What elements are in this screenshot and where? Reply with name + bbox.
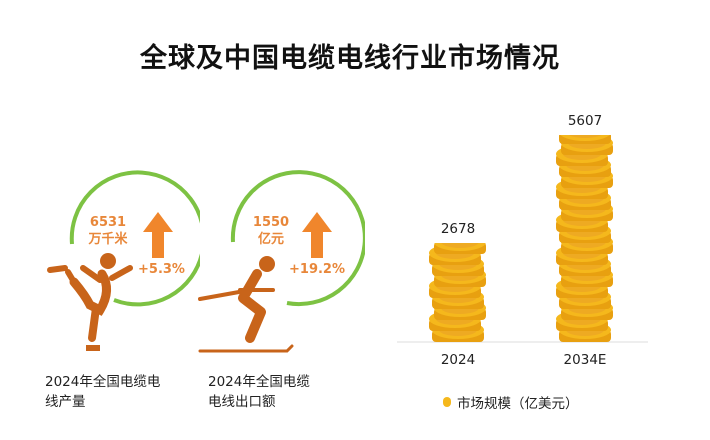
stat-1-value: 6531 万千米 (82, 214, 134, 248)
skier-icon (198, 256, 294, 353)
stat-1-caption: 2024年全国电缆电 线产量 (45, 372, 160, 412)
figure-skater-icon (47, 253, 133, 351)
up-arrow-icon (302, 212, 332, 258)
stat-1-unit: 万千米 (88, 232, 128, 247)
x-tick-label: 2024 (440, 352, 476, 368)
up-arrow-icon (143, 212, 173, 258)
green-arc-decoration (230, 170, 365, 307)
stat-1-graphic (47, 170, 200, 351)
chart-legend: 市场规模（亿美元） (443, 392, 579, 412)
legend-coin-icon (443, 397, 451, 407)
stat-1-caption-line1: 2024年全国电缆电 (45, 374, 161, 390)
stat-2-change: +19.2% (289, 262, 345, 277)
stat-2-unit: 亿元 (257, 232, 284, 247)
stat-1-caption-line2: 线产量 (45, 394, 86, 410)
stat-2-graphic (198, 170, 365, 353)
stat-2-number: 1550 (252, 215, 290, 230)
legend-label: 市场规模（亿美元） (457, 396, 579, 412)
bar-2024 (429, 243, 486, 342)
stat-1-change: +5.3% (138, 262, 185, 277)
bar-2034E (556, 135, 613, 342)
page-title: 全球及中国电缆电线行业市场情况 (140, 43, 560, 74)
data-label: 5607 (567, 113, 603, 129)
stat-2-value: 1550 亿元 (248, 214, 294, 248)
stat-1-number: 6531 (89, 215, 127, 230)
stat-2-caption-line1: 2024年全国电缆 (208, 374, 310, 390)
coin-mark (434, 243, 486, 254)
x-tick-label: 2034E (563, 352, 607, 368)
coin-mark (559, 135, 611, 144)
stat-2-caption: 2024年全国电缆 电线出口额 (208, 372, 310, 412)
stat-2-caption-line2: 电线出口额 (208, 394, 276, 410)
data-label: 2678 (440, 221, 476, 238)
green-arc-decoration (69, 170, 200, 307)
